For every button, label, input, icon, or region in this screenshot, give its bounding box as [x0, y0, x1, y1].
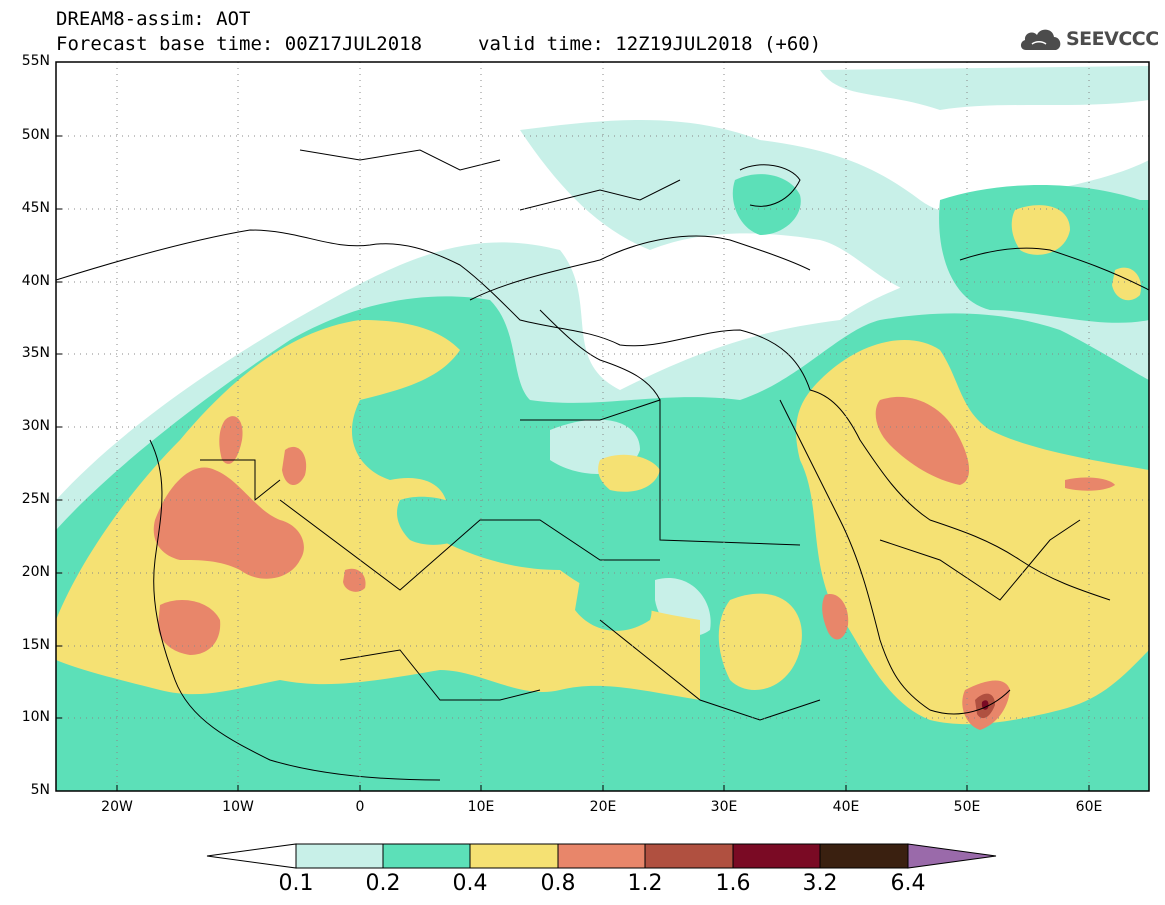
colorbar-level: 0.2 [365, 871, 401, 896]
lat-label: 50N [21, 127, 50, 143]
logo-text: SEEVCCC [1066, 28, 1159, 50]
valid-time: valid time: 12Z19JUL2018 (+60) [478, 33, 822, 55]
colorbar-level: 0.8 [540, 871, 576, 896]
aot-band-0.8 [343, 568, 366, 592]
lat-label: 45N [21, 200, 50, 216]
lon-label: 20E [589, 799, 617, 815]
lon-label: 50E [953, 799, 981, 815]
aot-band-0.2 [397, 496, 480, 545]
colorbar-swatch [469, 843, 559, 869]
aot-band-0.2 [575, 577, 652, 631]
forecast-base-time: Forecast base time: 00Z17JUL2018 [56, 33, 423, 55]
colorbar-under-arrow [206, 843, 297, 869]
aot-band-0.4 [56, 320, 700, 700]
lon-label: 60E [1075, 799, 1103, 815]
colorbar-level: 1.6 [715, 871, 751, 896]
colorbar-over-arrow [907, 843, 997, 869]
lat-label: 55N [21, 53, 50, 69]
colorbar [206, 843, 997, 869]
aot-band-0.4 [1011, 205, 1070, 255]
colorbar-swatch [557, 843, 646, 869]
map-title: DREAM8-assim: AOT [56, 8, 251, 30]
aot-band-0.8 [282, 446, 307, 486]
aot-band-0.8 [875, 396, 970, 485]
lat-label: 20N [21, 564, 50, 580]
lon-label: 10W [222, 799, 254, 815]
seevccc-logo: SEEVCCC [1018, 22, 1159, 58]
lon-label: 20W [101, 799, 133, 815]
aot-band-0.8 [1065, 477, 1115, 491]
lat-label: 25N [21, 491, 50, 507]
colorbar-swatch [295, 843, 384, 869]
colorbar-swatch [732, 843, 821, 869]
colorbar-level: 6.4 [890, 871, 926, 896]
aot-band-0.8 [822, 594, 849, 640]
colorbar-swatch [382, 843, 471, 869]
aot-band-0.8 [153, 467, 304, 579]
lat-label: 15N [21, 637, 50, 653]
aot-band-0.1 [820, 66, 1149, 110]
lat-label: 10N [21, 709, 50, 725]
colorbar-level: 0.1 [278, 871, 314, 896]
lon-label: 0 [355, 799, 365, 815]
lat-label: 30N [21, 418, 50, 434]
aot-band-0.8 [158, 600, 221, 655]
lat-label: 40N [21, 273, 50, 289]
axis-ticks [56, 61, 1090, 791]
aot-band-0.4 [718, 593, 802, 690]
colorbar-level: 1.2 [627, 871, 663, 896]
aot-band-0.2 [732, 174, 801, 235]
cloud-icon [1020, 29, 1061, 50]
lon-label: 40E [832, 799, 860, 815]
colorbar-swatch [819, 843, 909, 869]
aot-field [56, 62, 1149, 791]
lon-label: 10E [467, 799, 495, 815]
lon-label: 30E [710, 799, 738, 815]
lat-label: 5N [30, 782, 50, 798]
lat-label: 35N [21, 345, 50, 361]
colorbar-swatch [644, 843, 734, 869]
colorbar-level: 3.2 [802, 871, 838, 896]
coastlines [56, 149, 1149, 781]
aot-band-0.8 [219, 416, 243, 464]
aot-band-0.4 [598, 454, 660, 492]
colorbar-level: 0.4 [452, 871, 488, 896]
grid [56, 62, 1149, 791]
